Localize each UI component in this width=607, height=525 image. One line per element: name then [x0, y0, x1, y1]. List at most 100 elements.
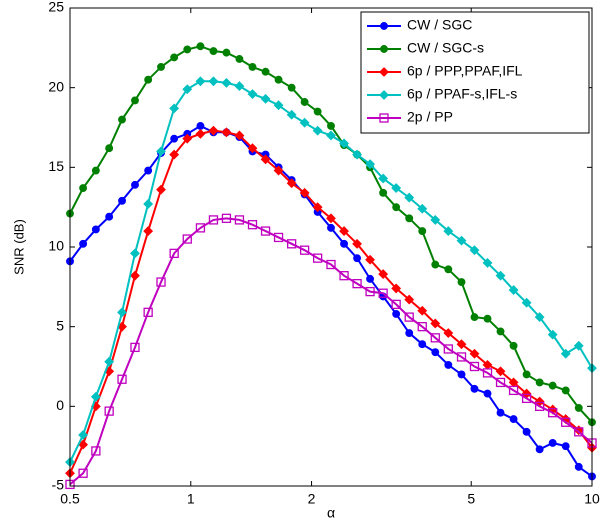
x-axis-label: α [327, 505, 335, 521]
marker [509, 415, 518, 424]
marker [443, 226, 454, 236]
marker [79, 239, 88, 248]
marker [469, 361, 480, 372]
marker [156, 146, 166, 157]
marker [209, 47, 218, 55]
x-tick-label: 10 [584, 491, 600, 507]
marker [456, 339, 467, 350]
marker [431, 348, 440, 357]
y-tick-label: 20 [48, 78, 64, 94]
marker [470, 313, 479, 322]
marker [208, 76, 219, 87]
marker [78, 468, 88, 478]
marker [144, 75, 153, 84]
marker [286, 239, 297, 249]
marker [91, 225, 100, 234]
legend-label: 6p / PPP,PPAF,IFL [407, 63, 523, 79]
marker [391, 183, 402, 193]
marker [418, 340, 427, 349]
marker [444, 360, 453, 369]
marker [247, 220, 258, 230]
marker [521, 393, 532, 404]
marker [234, 81, 245, 91]
marker [247, 143, 258, 154]
marker [130, 342, 140, 353]
marker [456, 235, 467, 246]
marker [560, 348, 571, 359]
marker [221, 77, 232, 88]
marker [91, 446, 101, 456]
marker [495, 270, 506, 281]
marker [457, 370, 466, 379]
marker [118, 196, 126, 205]
marker [169, 103, 180, 114]
y-axis-label: SNR (dB) [11, 219, 26, 275]
marker [482, 258, 493, 268]
marker [548, 381, 557, 390]
marker [339, 138, 349, 149]
marker [379, 113, 389, 123]
marker [535, 445, 544, 454]
marker [183, 45, 192, 54]
marker [144, 166, 153, 175]
marker [521, 297, 532, 308]
marker [548, 439, 557, 447]
marker [273, 232, 284, 243]
marker [143, 307, 153, 317]
marker [417, 305, 428, 316]
marker [78, 439, 89, 450]
marker [235, 55, 244, 63]
marker [182, 133, 193, 144]
marker [534, 312, 545, 323]
marker [561, 386, 570, 395]
marker [104, 356, 115, 367]
marker [379, 90, 389, 100]
marker [182, 234, 192, 244]
marker [312, 202, 323, 213]
y-tick-label: -5 [52, 477, 65, 493]
marker [131, 96, 139, 105]
marker [117, 307, 127, 318]
marker [574, 427, 584, 437]
marker [170, 134, 179, 143]
marker [286, 178, 297, 189]
marker [273, 165, 284, 176]
marker [274, 75, 283, 84]
marker [561, 442, 570, 451]
marker [430, 318, 441, 329]
marker [456, 352, 467, 362]
marker [222, 48, 231, 57]
marker [365, 254, 375, 265]
marker [208, 215, 219, 225]
marker [535, 401, 545, 411]
marker [469, 245, 480, 256]
marker [130, 270, 140, 281]
plot-frame [69, 7, 593, 487]
marker [535, 378, 544, 387]
y-tick-label: 10 [48, 238, 64, 254]
marker [392, 309, 401, 318]
marker [443, 328, 454, 338]
marker [353, 254, 362, 263]
legend-label: 2p / PP [407, 109, 453, 125]
marker [339, 271, 349, 281]
marker [509, 341, 518, 350]
marker [312, 253, 323, 263]
marker [404, 312, 414, 322]
legend-label: CW / SGC-s [407, 40, 484, 56]
marker [508, 285, 519, 295]
marker [574, 403, 583, 412]
marker [391, 299, 401, 310]
x-tick-label: 1 [187, 491, 195, 507]
marker [405, 214, 414, 223]
marker [469, 348, 480, 359]
marker [482, 368, 493, 378]
marker [170, 53, 179, 62]
marker [457, 278, 466, 287]
marker [208, 125, 219, 136]
marker [365, 159, 375, 170]
marker [443, 344, 453, 354]
marker [483, 389, 492, 398]
marker [312, 125, 323, 136]
